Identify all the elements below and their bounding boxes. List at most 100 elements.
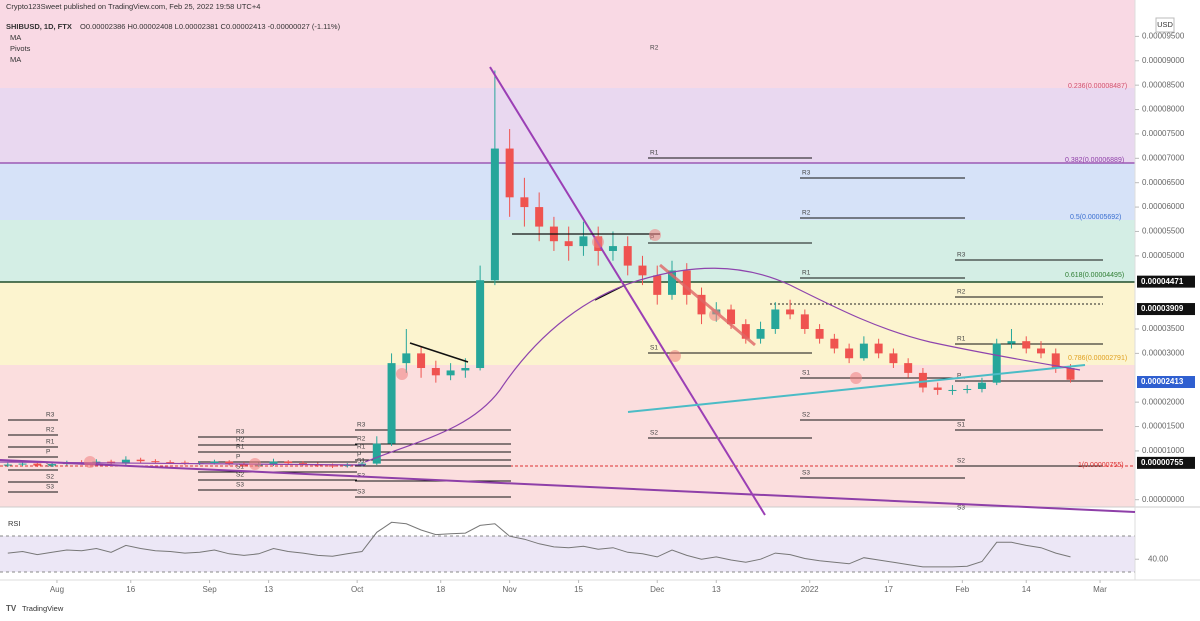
y-tick-label: 0.00009500 (1142, 31, 1185, 40)
candle-body (933, 387, 942, 390)
candle-body (239, 464, 248, 466)
x-tick-label: 2022 (801, 585, 819, 594)
candle-body (815, 328, 824, 339)
candle-body (608, 246, 617, 251)
rsi-band (0, 536, 1135, 572)
candle-body (136, 459, 145, 462)
pivot-label: S3 (802, 470, 810, 477)
x-tick-label: 18 (436, 585, 445, 594)
candle-body (992, 343, 1001, 383)
logo-mark: TV (6, 604, 17, 613)
marker (709, 309, 721, 321)
y-tick-label: 0.00008500 (1142, 80, 1185, 89)
candle-body (225, 461, 234, 465)
indicator: Pivots (10, 44, 31, 53)
candle-body (358, 463, 367, 466)
pivot-label: P (957, 373, 961, 380)
pivot-label: R1 (357, 444, 366, 451)
pivot-label: R3 (957, 252, 966, 259)
trend-line (627, 364, 1086, 413)
candle-body (889, 353, 898, 364)
pivot-label: S1 (236, 464, 244, 471)
x-tick-label: Dec (650, 585, 664, 594)
zone (0, 0, 1135, 88)
candle-body (476, 280, 485, 369)
trend-line (489, 66, 766, 516)
pivot-label: P (46, 449, 50, 456)
pivot-label: R3 (802, 170, 811, 177)
candle-body (830, 338, 839, 349)
candle-body (446, 370, 455, 376)
trend-line (659, 263, 756, 347)
pivot-label: R1 (802, 270, 811, 277)
marker (669, 350, 681, 362)
y-tick-label: 0.00007000 (1142, 153, 1185, 162)
price-label-box (1137, 303, 1195, 316)
y-tick-label: 0.00008000 (1142, 105, 1185, 114)
x-tick-label: Sep (202, 585, 217, 594)
pivot-label: S1 (357, 458, 365, 465)
y-tick-label: 0.00003500 (1142, 324, 1185, 333)
marker (850, 372, 862, 384)
candle-body (520, 197, 529, 208)
x-tick-label: 15 (574, 585, 583, 594)
x-tick-label: Mar (1093, 585, 1107, 594)
y-tick-label: 0.00005000 (1142, 251, 1185, 260)
candle-body (151, 461, 160, 463)
fib-zones (0, 0, 1135, 507)
pivot-label: P (236, 454, 240, 461)
candle-body (904, 363, 913, 373)
x-tick-label: 13 (712, 585, 721, 594)
marker (649, 229, 661, 241)
price-label: 0.00003909 (1141, 304, 1184, 313)
candle-body (284, 461, 293, 464)
candle-body (299, 463, 307, 465)
candle-body (402, 353, 411, 364)
candle-body (948, 389, 957, 391)
candle-body (461, 368, 470, 371)
ohlc: O0.00002386 H0.00002408 L0.00002381 C0.0… (80, 22, 341, 31)
price-label-box (1137, 456, 1195, 469)
candle-body (786, 309, 795, 315)
candle-body (963, 388, 972, 390)
pivot-label: R3 (357, 422, 366, 429)
candle-body (756, 328, 765, 339)
candle-body (18, 463, 27, 465)
marker (396, 368, 408, 380)
moving-average (0, 461, 366, 466)
y-tick-label: 0.00000000 (1142, 495, 1185, 504)
zone (0, 220, 1135, 282)
pivot-label: S2 (46, 474, 54, 481)
marker (592, 236, 604, 248)
price-label-box (1137, 376, 1195, 389)
pivot-label: R2 (357, 436, 366, 443)
x-tick-label: Aug (50, 585, 64, 594)
candle-body (166, 462, 175, 464)
rsi-title: RSI (8, 519, 21, 528)
candle-body (48, 464, 57, 466)
pivot-label: S2 (650, 430, 658, 437)
y-tick-label: 0.00002000 (1142, 397, 1185, 406)
candle-body (328, 465, 337, 467)
candle-body (431, 368, 440, 376)
fib-label: 0.5(0.00005692) (1070, 214, 1121, 221)
pivot-label: S2 (236, 472, 244, 479)
candle-body (741, 324, 750, 339)
candle-body (3, 464, 12, 466)
drawings (0, 66, 1136, 516)
x-tick-label: 13 (264, 585, 273, 594)
currency[interactable]: USD (1157, 20, 1173, 29)
candle-body (638, 265, 647, 276)
fib-label: 0.382(0.00006889) (1065, 157, 1124, 164)
pivot-label: S2 (802, 412, 810, 419)
y-tick-label: 0.00001500 (1142, 422, 1185, 431)
pivot-label: S1 (650, 345, 658, 352)
pivot-label: R1 (650, 150, 659, 157)
candle-body (579, 236, 588, 247)
candle-body (387, 363, 396, 444)
candle-body (1022, 341, 1031, 349)
candle-body (845, 348, 854, 359)
currency-box[interactable] (1155, 17, 1175, 33)
candle-body (771, 309, 780, 329)
